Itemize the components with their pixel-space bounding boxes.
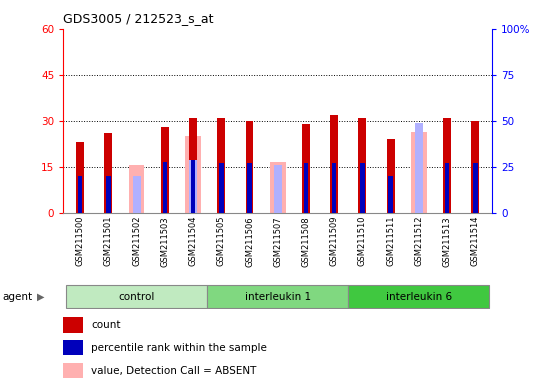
Bar [270,162,285,213]
Bar [63,318,82,333]
Bar [443,118,451,213]
Bar [473,163,477,213]
Bar [302,124,310,213]
Bar [245,121,254,213]
Bar [106,176,111,213]
Text: interleukin 6: interleukin 6 [386,291,452,302]
Bar [359,118,366,213]
Bar [63,340,82,356]
Bar [388,176,393,213]
Text: interleukin 1: interleukin 1 [245,291,311,302]
Text: count: count [91,320,120,330]
Bar [76,142,84,213]
Bar [104,133,112,213]
Bar [471,121,479,213]
Bar [304,163,308,213]
Bar [63,363,82,378]
Text: value, Detection Call = ABSENT: value, Detection Call = ABSENT [91,366,256,376]
Bar [415,123,423,213]
Bar [360,163,365,213]
Bar [163,162,167,213]
Bar [191,160,195,213]
Bar [78,176,82,213]
Bar [189,160,197,213]
Bar [219,163,223,213]
Bar [411,132,427,213]
Bar [248,163,252,213]
Bar [330,115,338,213]
Bar [217,118,225,213]
Text: control: control [118,291,155,302]
Text: percentile rank within the sample: percentile rank within the sample [91,343,267,353]
Bar [274,165,282,213]
Bar [189,118,197,213]
Bar [133,176,141,213]
Bar [332,163,337,213]
Bar [129,165,145,213]
Text: GDS3005 / 212523_s_at: GDS3005 / 212523_s_at [63,12,214,25]
Bar [66,285,207,308]
Bar [348,285,490,308]
Bar [161,127,169,213]
Bar [445,163,449,213]
Text: agent: agent [3,291,33,302]
Bar [185,136,201,213]
Bar [387,139,394,213]
Text: ▶: ▶ [37,291,45,302]
Bar [207,285,348,308]
